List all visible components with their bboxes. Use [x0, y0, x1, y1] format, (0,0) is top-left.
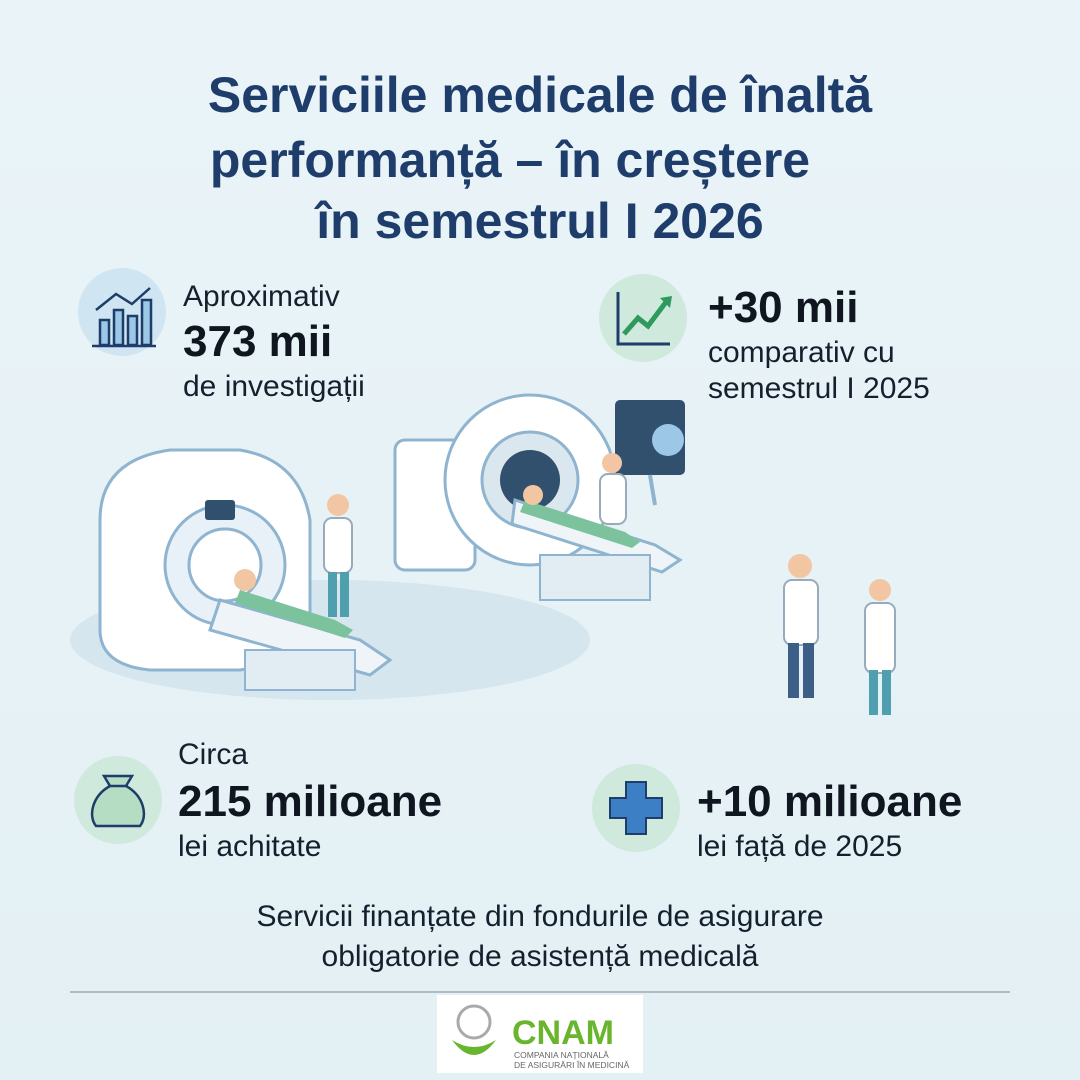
stat-value: +30 mii: [708, 283, 858, 332]
icon-trend: [599, 274, 687, 362]
logo-subtitle: COMPANIA NAȚIONALĂ: [514, 1050, 609, 1060]
stat-note: lei față de 2025: [697, 830, 902, 863]
stat-value: 215 milioane: [178, 777, 442, 826]
logo-name: CNAM: [512, 1014, 614, 1052]
footer-line: Servicii finanțate din fondurile de asig…: [257, 900, 824, 933]
icon-plus: [592, 764, 680, 852]
stat-note: semestrul I 2025: [708, 372, 930, 405]
stat-value: 373 mii: [183, 317, 332, 366]
title-line: performanță – în creștere: [210, 132, 810, 188]
icon-money-bag: [74, 756, 162, 844]
stat-lead: Circa: [178, 738, 248, 771]
illustration: [70, 393, 896, 715]
stat-note: comparativ cu: [708, 336, 895, 369]
stat-lead: Aproximativ: [183, 280, 340, 313]
stat-note: lei achitate: [178, 830, 321, 863]
logo: CNAM COMPANIA NAȚIONALĂ DE ASIGURĂRI ÎN …: [437, 995, 643, 1073]
stat-note: de investigații: [183, 370, 365, 403]
logo-subtitle: DE ASIGURĂRI ÎN MEDICINĂ: [514, 1060, 630, 1070]
title-line: Serviciile medicale de înaltă: [208, 67, 873, 123]
icon-bars: [78, 268, 166, 356]
title-line: în semestrul I 2026: [313, 193, 763, 249]
footer-line: obligatorie de asistență medicală: [322, 940, 759, 973]
stat-value: +10 milioane: [697, 777, 962, 826]
